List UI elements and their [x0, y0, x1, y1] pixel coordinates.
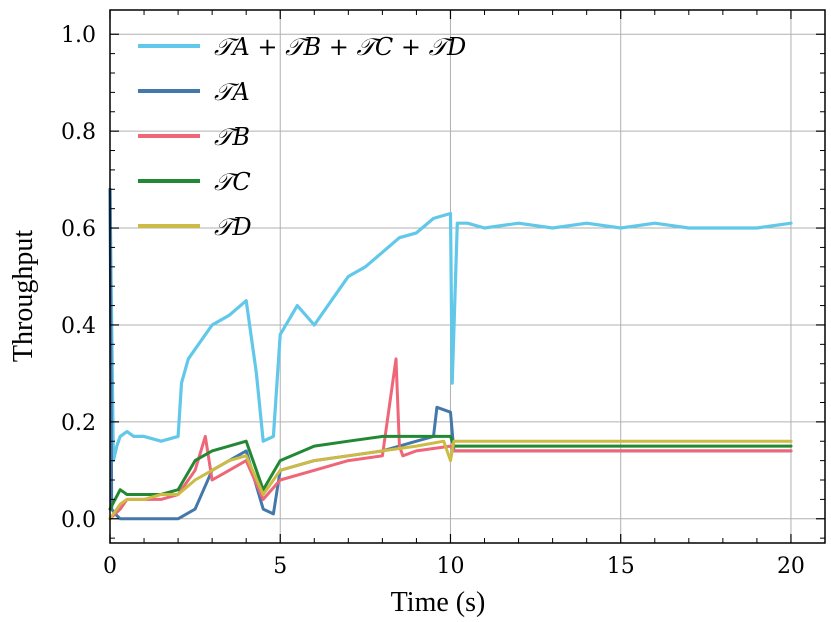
series-line-t-a-t-b-t-c-t-d	[108, 187, 793, 463]
grid-lines	[109, 10, 825, 543]
legend-label: 𝒯C	[214, 168, 251, 196]
plot-frame	[109, 9, 826, 544]
y-tick-label: 0.2	[61, 411, 96, 436]
x-tick-label: 10	[436, 554, 464, 579]
legend-label: 𝒯D	[214, 213, 252, 241]
axis-ticks: 0 5 10 15 20 0.0 0.2 0.4 0.6 0.8 1.0	[61, 10, 826, 579]
series-line-t-d	[108, 439, 793, 521]
y-tick-label: 0.4	[61, 314, 96, 339]
x-tick-label: 15	[607, 554, 635, 579]
x-axis-title: Time (s)	[391, 587, 486, 618]
legend: 𝒯A + 𝒯B + 𝒯C + 𝒯D 𝒯A 𝒯B 𝒯C 𝒯D	[138, 33, 466, 241]
x-tick-label: 20	[777, 554, 805, 579]
y-tick-label: 0.0	[61, 508, 96, 533]
y-tick-label: 1.0	[61, 23, 96, 48]
x-tick-label: 5	[273, 554, 287, 579]
legend-label: 𝒯A + 𝒯B + 𝒯C + 𝒯D	[214, 33, 466, 61]
x-tick-label: 0	[103, 554, 117, 579]
legend-label: 𝒯A	[214, 78, 250, 106]
y-tick-label: 0.6	[61, 217, 96, 242]
plot-area	[108, 187, 793, 521]
y-tick-label: 0.8	[61, 120, 96, 145]
series-line-t-c	[108, 434, 793, 511]
legend-label: 𝒯B	[214, 123, 250, 151]
y-axis-title: Throughput	[8, 230, 39, 362]
